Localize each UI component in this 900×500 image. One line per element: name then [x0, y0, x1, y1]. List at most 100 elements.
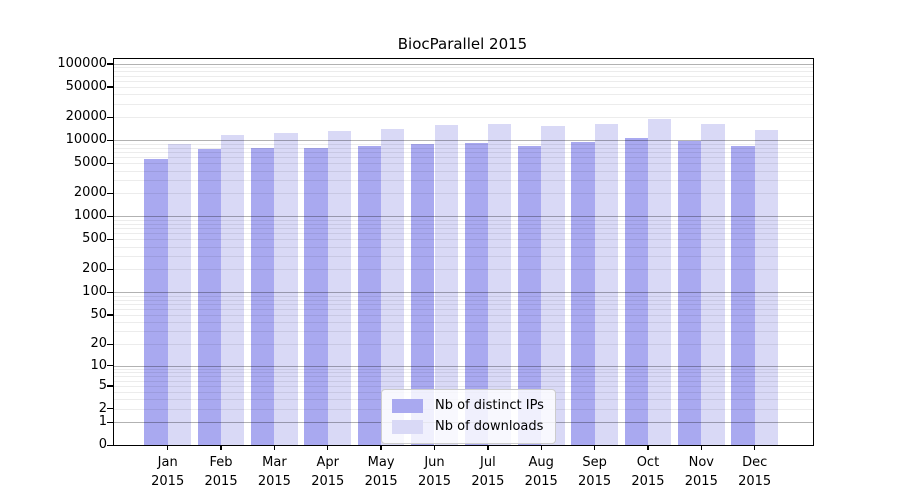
gridline-minor [114, 147, 813, 149]
bar-downloads [754, 129, 778, 445]
gridline-major [114, 216, 813, 218]
bar-distinct-ips [624, 138, 648, 445]
y-axis-tick-label: 0 [98, 437, 107, 452]
gridline-minor [114, 299, 813, 301]
gridline-minor [114, 180, 813, 182]
legend: Nb of distinct IPs Nb of downloads [381, 388, 556, 444]
y-axis-tick [107, 162, 113, 164]
x-axis-tick-label: Oct 2015 [631, 454, 665, 489]
y-axis-tick-label: 500 [82, 231, 107, 247]
y-axis-tick-label: 200 [82, 261, 107, 277]
gridline-minor [114, 193, 813, 195]
y-axis-tick-label: 1000 [73, 208, 107, 224]
gridline-major [114, 292, 813, 294]
bar-distinct-ips [678, 141, 702, 445]
bar-distinct-ips [251, 147, 275, 445]
gridline-minor [114, 372, 813, 374]
y-axis-tick [107, 314, 113, 316]
gridline-minor [114, 314, 813, 316]
gridline-minor [114, 86, 813, 88]
y-axis-tick [107, 408, 113, 410]
gridline-minor [114, 233, 813, 235]
y-axis-tick-label: 50 [90, 306, 107, 322]
bar-downloads [221, 135, 245, 445]
y-axis-tick-label: 2 [98, 400, 107, 416]
y-axis-tick [107, 116, 113, 119]
gridline-minor [114, 143, 813, 145]
legend-item-distinct-ips: Nb of distinct IPs [392, 398, 544, 414]
x-axis-tick-label: Aug 2015 [524, 454, 558, 489]
x-axis-tick-label: Dec 2015 [738, 454, 772, 489]
y-axis-tick-label: 5000 [73, 155, 107, 171]
gridline-minor [114, 67, 813, 69]
gridline-minor [114, 151, 813, 153]
y-axis-tick-label: 100 [82, 284, 107, 300]
gridline-minor [114, 163, 813, 165]
gridline-minor [114, 223, 813, 225]
bar-downloads [594, 123, 618, 445]
gridline-minor [114, 295, 813, 297]
bar-downloads [487, 123, 512, 445]
chart-title: BiocParallel 2015 [397, 35, 528, 53]
y-axis-tick-label: 100000 [57, 56, 107, 71]
gridline-minor [114, 80, 813, 82]
y-axis-tick-label: 10 [90, 357, 107, 373]
bar-downloads [434, 125, 458, 445]
gridline-minor [114, 117, 813, 119]
x-axis-tick [487, 445, 489, 450]
x-axis-tick [700, 445, 702, 450]
gridline-minor [114, 385, 813, 387]
gridline-minor [114, 228, 813, 230]
x-axis-tick-label: Jun 2015 [417, 454, 452, 489]
x-axis-tick [433, 445, 436, 450]
y-axis-tick [107, 215, 113, 218]
x-axis-tick-label: Nov 2015 [684, 454, 718, 489]
bar-distinct-ips [304, 147, 328, 445]
gridline-minor [114, 246, 813, 248]
x-axis-tick [754, 445, 756, 450]
x-axis-tick-label: Sep 2015 [578, 454, 612, 489]
y-axis-tick [107, 139, 113, 141]
y-axis-tick-label: 50000 [65, 78, 107, 94]
bar-distinct-ips [197, 149, 222, 445]
x-axis-tick [540, 445, 542, 450]
gridline-minor [114, 170, 813, 172]
bar-distinct-ips [411, 144, 435, 445]
gridline-minor [114, 322, 813, 324]
x-axis-tick-label: Apr 2015 [311, 454, 345, 489]
gridline-minor [114, 75, 813, 77]
x-axis-tick-label: Feb 2015 [204, 454, 238, 489]
bar-downloads [701, 123, 725, 445]
x-axis-tick [167, 445, 169, 450]
y-axis-tick [107, 63, 113, 65]
x-axis-tick-label: Jul 2015 [471, 454, 505, 489]
y-axis-tick [107, 365, 113, 367]
gridline-minor [114, 94, 813, 96]
gridline-minor [114, 308, 813, 310]
y-axis-tick [107, 86, 113, 88]
bar-downloads [274, 132, 298, 445]
y-axis-tick-label: 20 [90, 336, 107, 352]
bar-distinct-ips [464, 143, 488, 445]
y-axis-tick [107, 343, 113, 346]
gridline-minor [114, 103, 813, 105]
bar-distinct-ips [144, 158, 168, 445]
gridline-minor [114, 376, 813, 378]
y-axis-tick-label: 1 [98, 414, 107, 430]
x-axis-tick-label: May 2015 [364, 454, 398, 489]
bar-downloads [167, 143, 191, 445]
y-axis-tick [107, 421, 113, 423]
y-axis-tick-label: 2000 [73, 185, 107, 201]
y-axis-tick [107, 291, 113, 294]
bar-downloads [327, 130, 352, 445]
gridline-minor [114, 344, 813, 346]
y-axis-tick-label: 5 [98, 377, 107, 393]
y-axis-tick-label: 10000 [65, 132, 107, 148]
bar-distinct-ips [731, 146, 755, 445]
gridline-minor [114, 157, 813, 159]
x-axis-tick [647, 445, 649, 450]
gridline-minor [114, 71, 813, 73]
gridline-major [114, 365, 813, 367]
gridline-minor [114, 368, 813, 370]
bar-distinct-ips [357, 145, 382, 445]
